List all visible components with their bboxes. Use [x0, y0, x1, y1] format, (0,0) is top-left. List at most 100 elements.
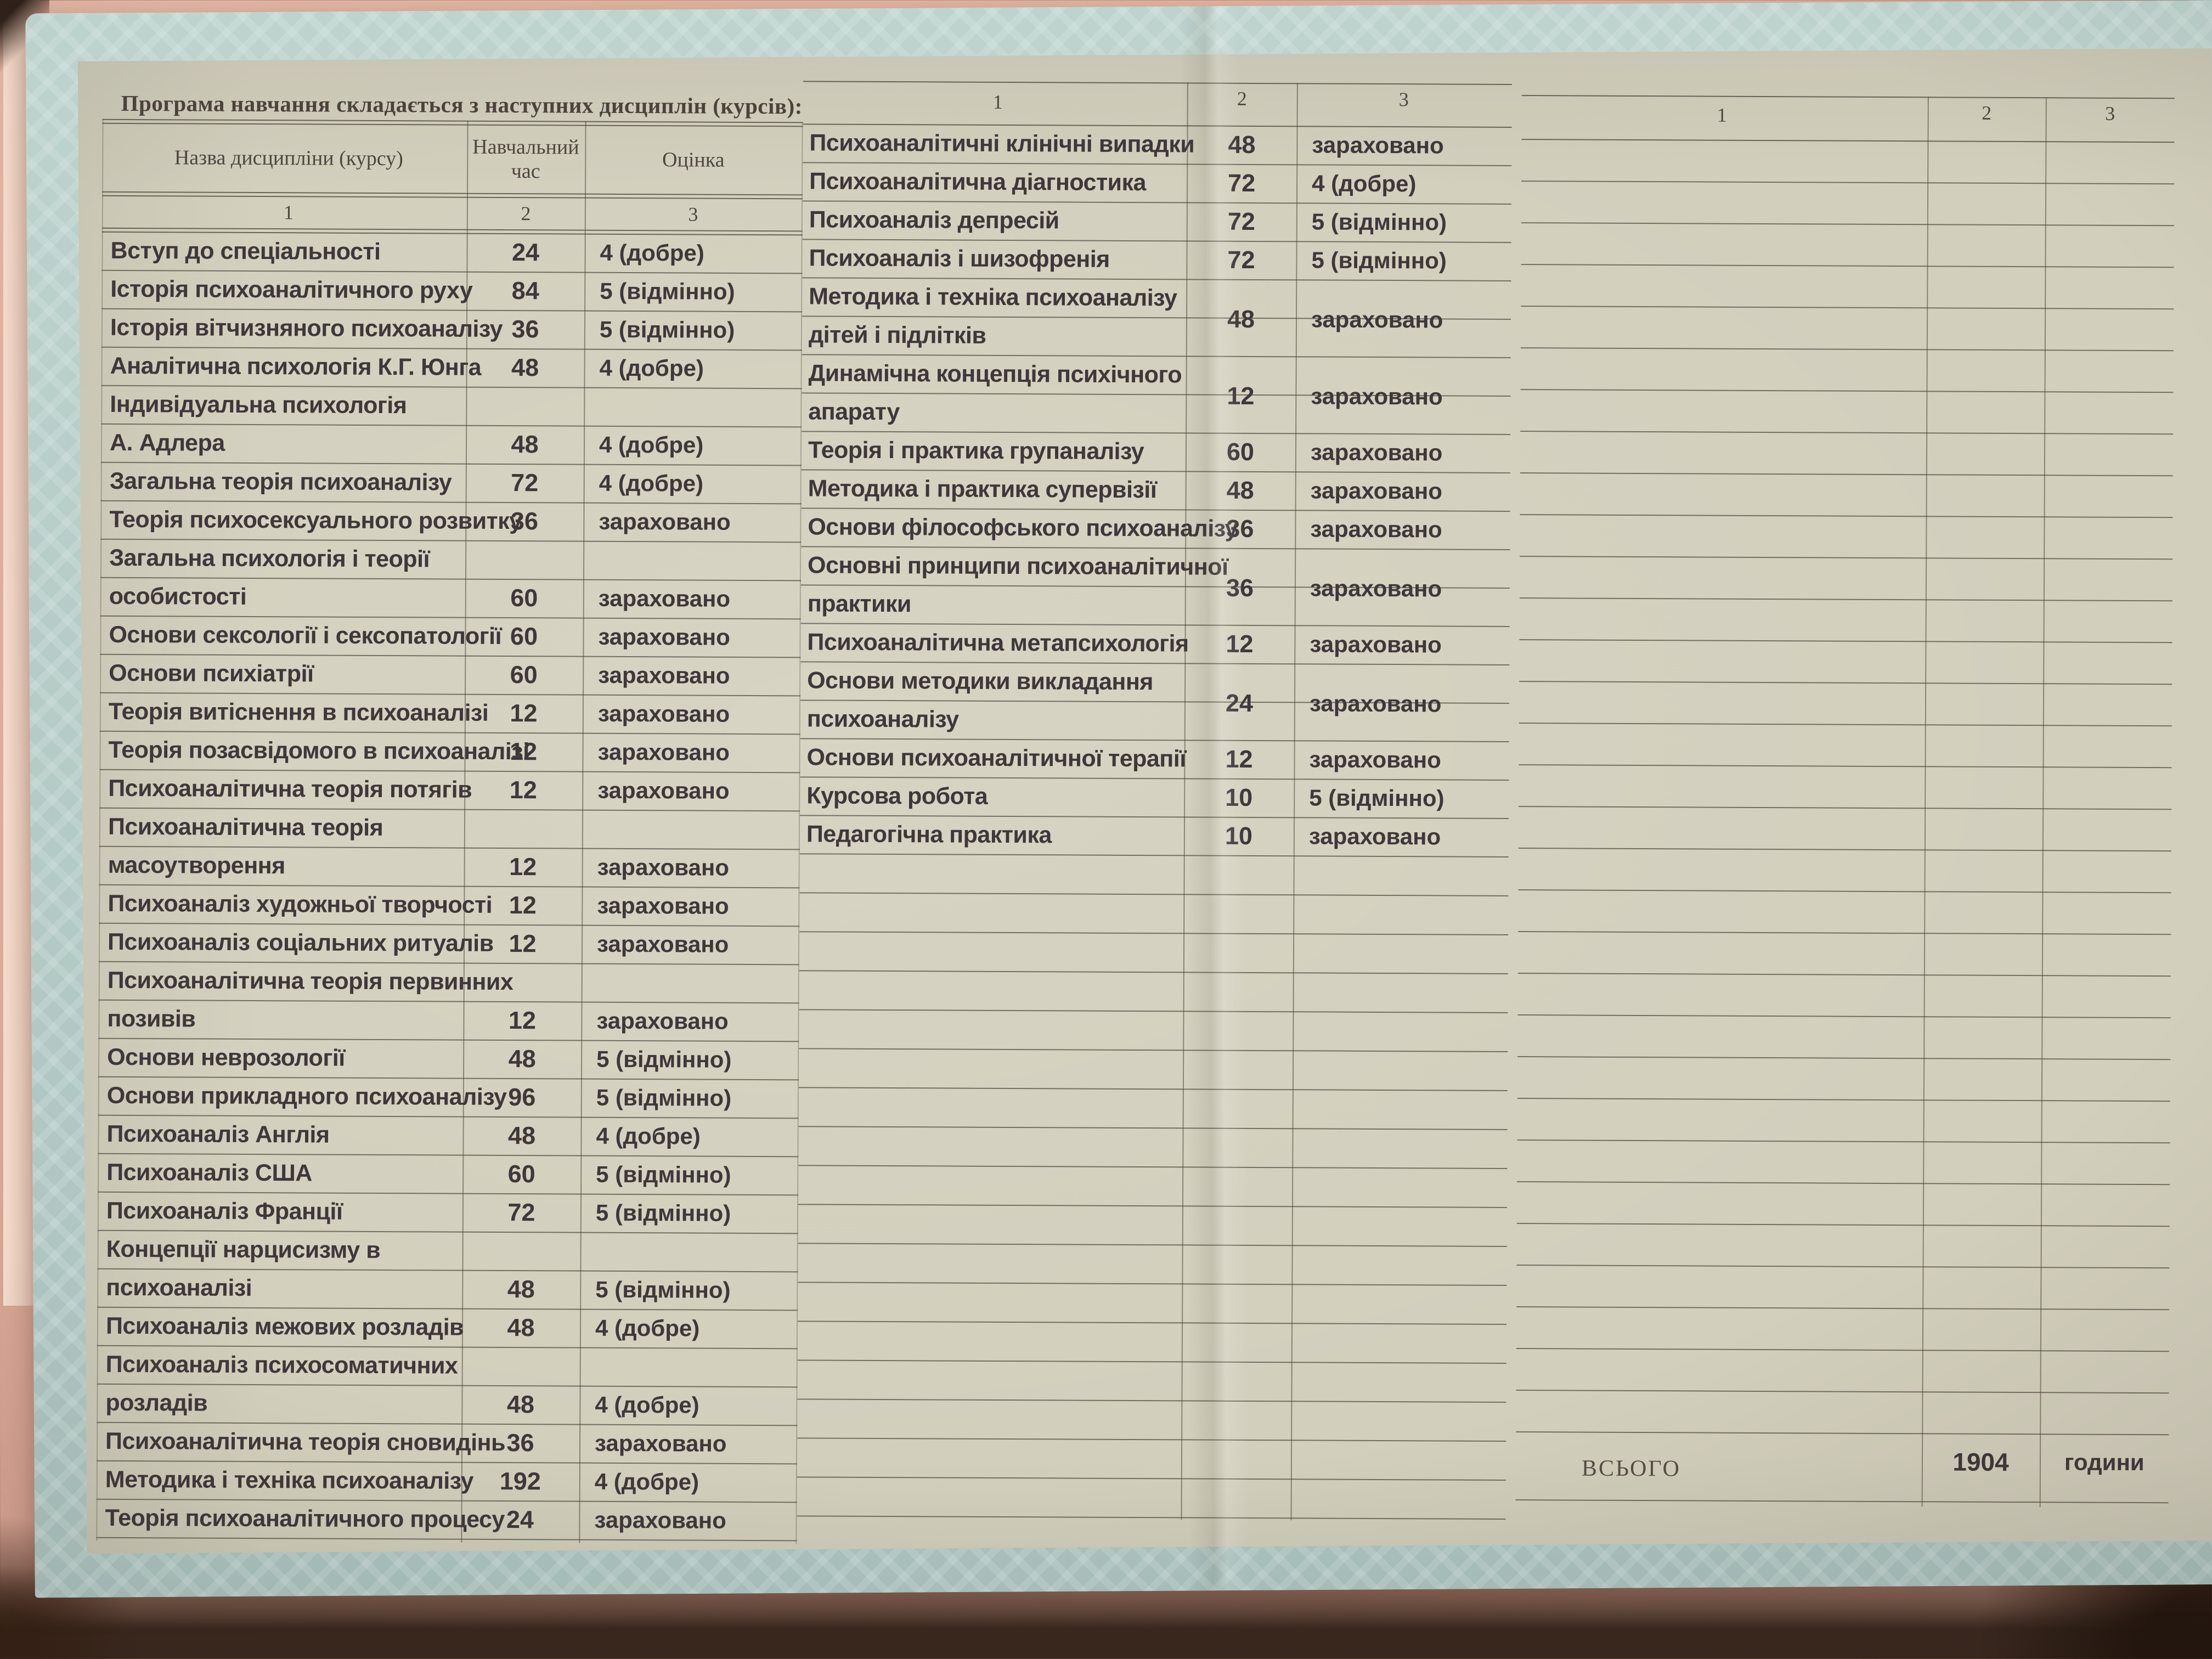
discipline-name-cell: Основи філософського психоаналізу — [808, 514, 1238, 542]
empty-table-row — [1518, 807, 2172, 852]
table-row: Історія вітчизняного психоаналізу 36 5 (ві… — [101, 309, 803, 351]
divider-line — [102, 119, 803, 123]
empty-table-row — [1520, 432, 2174, 477]
hours-cell: 84 — [511, 276, 539, 305]
hours-cell: 60 — [510, 622, 538, 651]
table-row: дітей і підлітків48зараховано — [802, 305, 1511, 358]
column-number: 3 — [1398, 88, 1409, 111]
discipline-name-cell: Психоаналіз психосоматичних — [105, 1351, 458, 1379]
table-row: Психоаналіз соціальних ритуалів 12 зарахов… — [98, 923, 800, 966]
empty-table-row — [798, 1205, 1507, 1247]
hours-cell: 72 — [507, 1198, 535, 1227]
empty-table-row — [1519, 765, 2172, 810]
discipline-name-cell: Психоаналітична метапсихологія — [807, 629, 1189, 657]
table-row: Теорія витіснення в психоаналізі 12 зарахо… — [99, 693, 801, 735]
empty-table-row — [799, 971, 1508, 1013]
grade-cell: зараховано — [598, 585, 731, 612]
empty-table-row — [1517, 974, 2171, 1019]
table-row: практики36зараховано — [800, 574, 1510, 627]
grade-cell: зараховано — [1310, 516, 1442, 543]
empty-table-row — [1516, 1307, 2170, 1352]
divider-line — [102, 122, 803, 127]
table-row: Теорія і практика групаналізу60зарахован… — [801, 432, 1511, 473]
discipline-name-cell: Психоаналітична теорія — [108, 813, 383, 842]
divider-line — [102, 191, 803, 196]
column-number: 1 — [1717, 104, 1727, 126]
grade-cell: 5 (відмінно) — [596, 1046, 732, 1073]
table-row: масоутворення 12 зараховано — [99, 847, 800, 889]
grade-cell: 4 (добре) — [595, 1314, 700, 1341]
table-row: Аналітична психологія К.Г. Юнга 48 4 (добр… — [101, 347, 802, 390]
discipline-name-cell: психоаналізі — [106, 1274, 252, 1301]
hours-cell: 72 — [511, 469, 539, 497]
empty-table-row — [1521, 182, 2175, 227]
discipline-name-cell: Основні принципи психоаналітичної — [807, 552, 1228, 580]
grade-cell: зараховано — [1310, 477, 1443, 504]
empty-table-row — [1518, 849, 2171, 894]
table-row: Теорія психосексуального розвитку 36 зарах… — [100, 501, 802, 543]
empty-table-row — [1521, 140, 2175, 185]
empty-table-row — [1520, 390, 2174, 435]
grade-cell: 5 (відмінно) — [600, 278, 735, 304]
discipline-name-cell: Теорія психосексуального розвитку — [109, 506, 522, 535]
total-label: ВСЬОГО — [1581, 1455, 1681, 1482]
divider-line — [102, 195, 803, 200]
grade-cell: 4 (добре) — [1312, 170, 1417, 197]
divider-line — [1521, 95, 2175, 99]
discipline-name-cell: Психоаналіз соціальних ритуалів — [107, 928, 494, 957]
right-table-rows — [1516, 140, 2175, 1436]
empty-table-row — [799, 1010, 1508, 1052]
discipline-name-cell: Методика і техніка психоаналізу — [809, 283, 1177, 312]
grade-cell: 5 (відмінно) — [595, 1276, 731, 1303]
empty-table-row — [797, 1477, 1506, 1520]
grade-cell: зараховано — [1310, 631, 1442, 658]
table-row: Психоаналітична теорія потягів 12 зарахова… — [99, 770, 800, 812]
discipline-name-cell: Теорія психоаналітичного процесу — [105, 1504, 505, 1533]
discipline-name-cell: Історія психоаналітичного руху — [110, 275, 473, 304]
discipline-name-cell: Основи сексології і сексопатології — [109, 621, 502, 650]
column-header-grade: Оцінка — [662, 148, 725, 172]
discipline-name-cell: дітей і підлітків — [808, 321, 986, 349]
discipline-name-cell: Психоаналітична діагностика — [809, 168, 1147, 196]
grade-cell: зараховано — [597, 854, 730, 881]
discipline-name-cell: Психоаналітична теорія потягів — [108, 775, 472, 803]
empty-table-row — [797, 1361, 1506, 1403]
right-curriculum-table: 1 2 3 ВСЬОГО 1904 години — [1515, 95, 2175, 1508]
discipline-name-cell: Теорія витіснення в психоаналізі — [108, 698, 489, 726]
empty-table-row — [1517, 1141, 2170, 1186]
grade-cell: 4 (добре) — [596, 1122, 701, 1149]
column-number: 2 — [1982, 101, 1992, 124]
table-row: Загальна теорія психоаналізу 72 4 (добре) — [100, 462, 802, 505]
hours-cell: 48 — [507, 1313, 535, 1342]
table-row: Основи психіатрії 60 зараховано — [100, 654, 801, 697]
grade-cell: зараховано — [596, 1007, 729, 1034]
grade-cell: зараховано — [597, 738, 730, 765]
table-row: Психоаналітична теорія сновидінь 36 зарахо… — [96, 1423, 798, 1465]
grade-cell: зараховано — [1311, 306, 1443, 333]
discipline-name-cell: А. Адлера — [109, 429, 225, 456]
discipline-name-cell: Динамічна концепція психічного — [808, 360, 1182, 388]
hours-cell: 96 — [508, 1083, 536, 1111]
empty-table-row — [798, 1166, 1508, 1208]
empty-table-row — [1516, 1224, 2170, 1269]
hours-cell: 48 — [507, 1121, 536, 1150]
booklet-fold-crease — [1180, 5, 1250, 1591]
discipline-name-cell: Загальна теорія психоаналізу — [109, 467, 452, 496]
table-row: особистості 60 зараховано — [100, 578, 801, 620]
table-row: Психоаналіз і шизофренія725 (відмінно) — [802, 240, 1511, 281]
table-row: психоаналізі 48 5 (відмінно) — [97, 1269, 798, 1311]
empty-table-row — [1520, 473, 2173, 518]
hours-cell: 12 — [509, 776, 537, 804]
discipline-name-cell: Основи методики викладання — [807, 667, 1154, 696]
column-number: 1 — [283, 201, 294, 224]
table-row: Психоаналітична діагностика724 (добре) — [802, 163, 1512, 205]
discipline-name-cell: Психоаналітична теорія первинних — [107, 967, 514, 996]
discipline-name-cell: особистості — [109, 583, 247, 610]
middle-table-rows: Психоаналітичні клінічні випадки 48 зарахо… — [797, 125, 1512, 1520]
middle-curriculum-table: 1 2 3 Психоаналітичні клінічні випадки 48… — [797, 81, 1512, 1521]
hours-cell — [462, 1348, 580, 1386]
table-row: Психоаналітичні клінічні випадки 48 зарахо… — [803, 125, 1512, 166]
grade-cell — [597, 964, 797, 1003]
grade-cell: зараховано — [596, 930, 729, 957]
